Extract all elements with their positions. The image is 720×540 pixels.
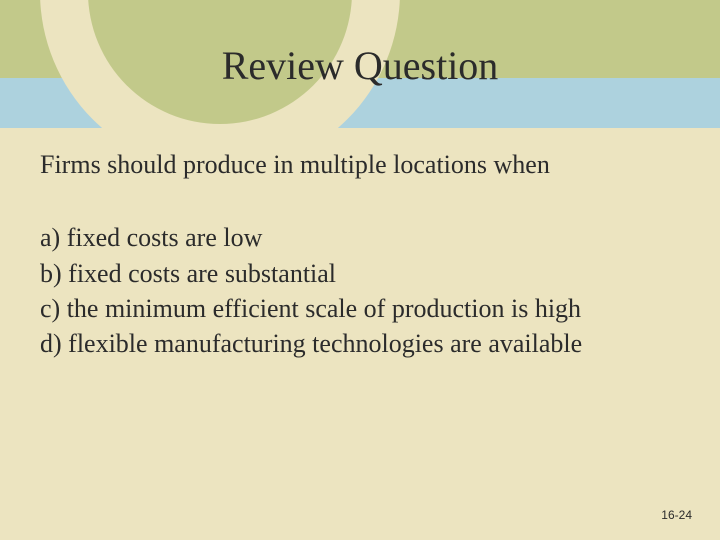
question-text: Firms should produce in multiple locatio… — [40, 148, 680, 181]
slide-title: Review Question — [0, 42, 720, 89]
option-d: d) flexible manufacturing technologies a… — [40, 327, 680, 360]
option-a: a) fixed costs are low — [40, 221, 680, 254]
options-list: a) fixed costs are low b) fixed costs ar… — [40, 221, 680, 360]
slide: Review Question Firms should produce in … — [0, 0, 720, 540]
option-c: c) the minimum efficient scale of produc… — [40, 292, 680, 325]
slide-number: 16-24 — [661, 508, 692, 522]
slide-body: Firms should produce in multiple locatio… — [40, 148, 680, 362]
option-b: b) fixed costs are substantial — [40, 257, 680, 290]
